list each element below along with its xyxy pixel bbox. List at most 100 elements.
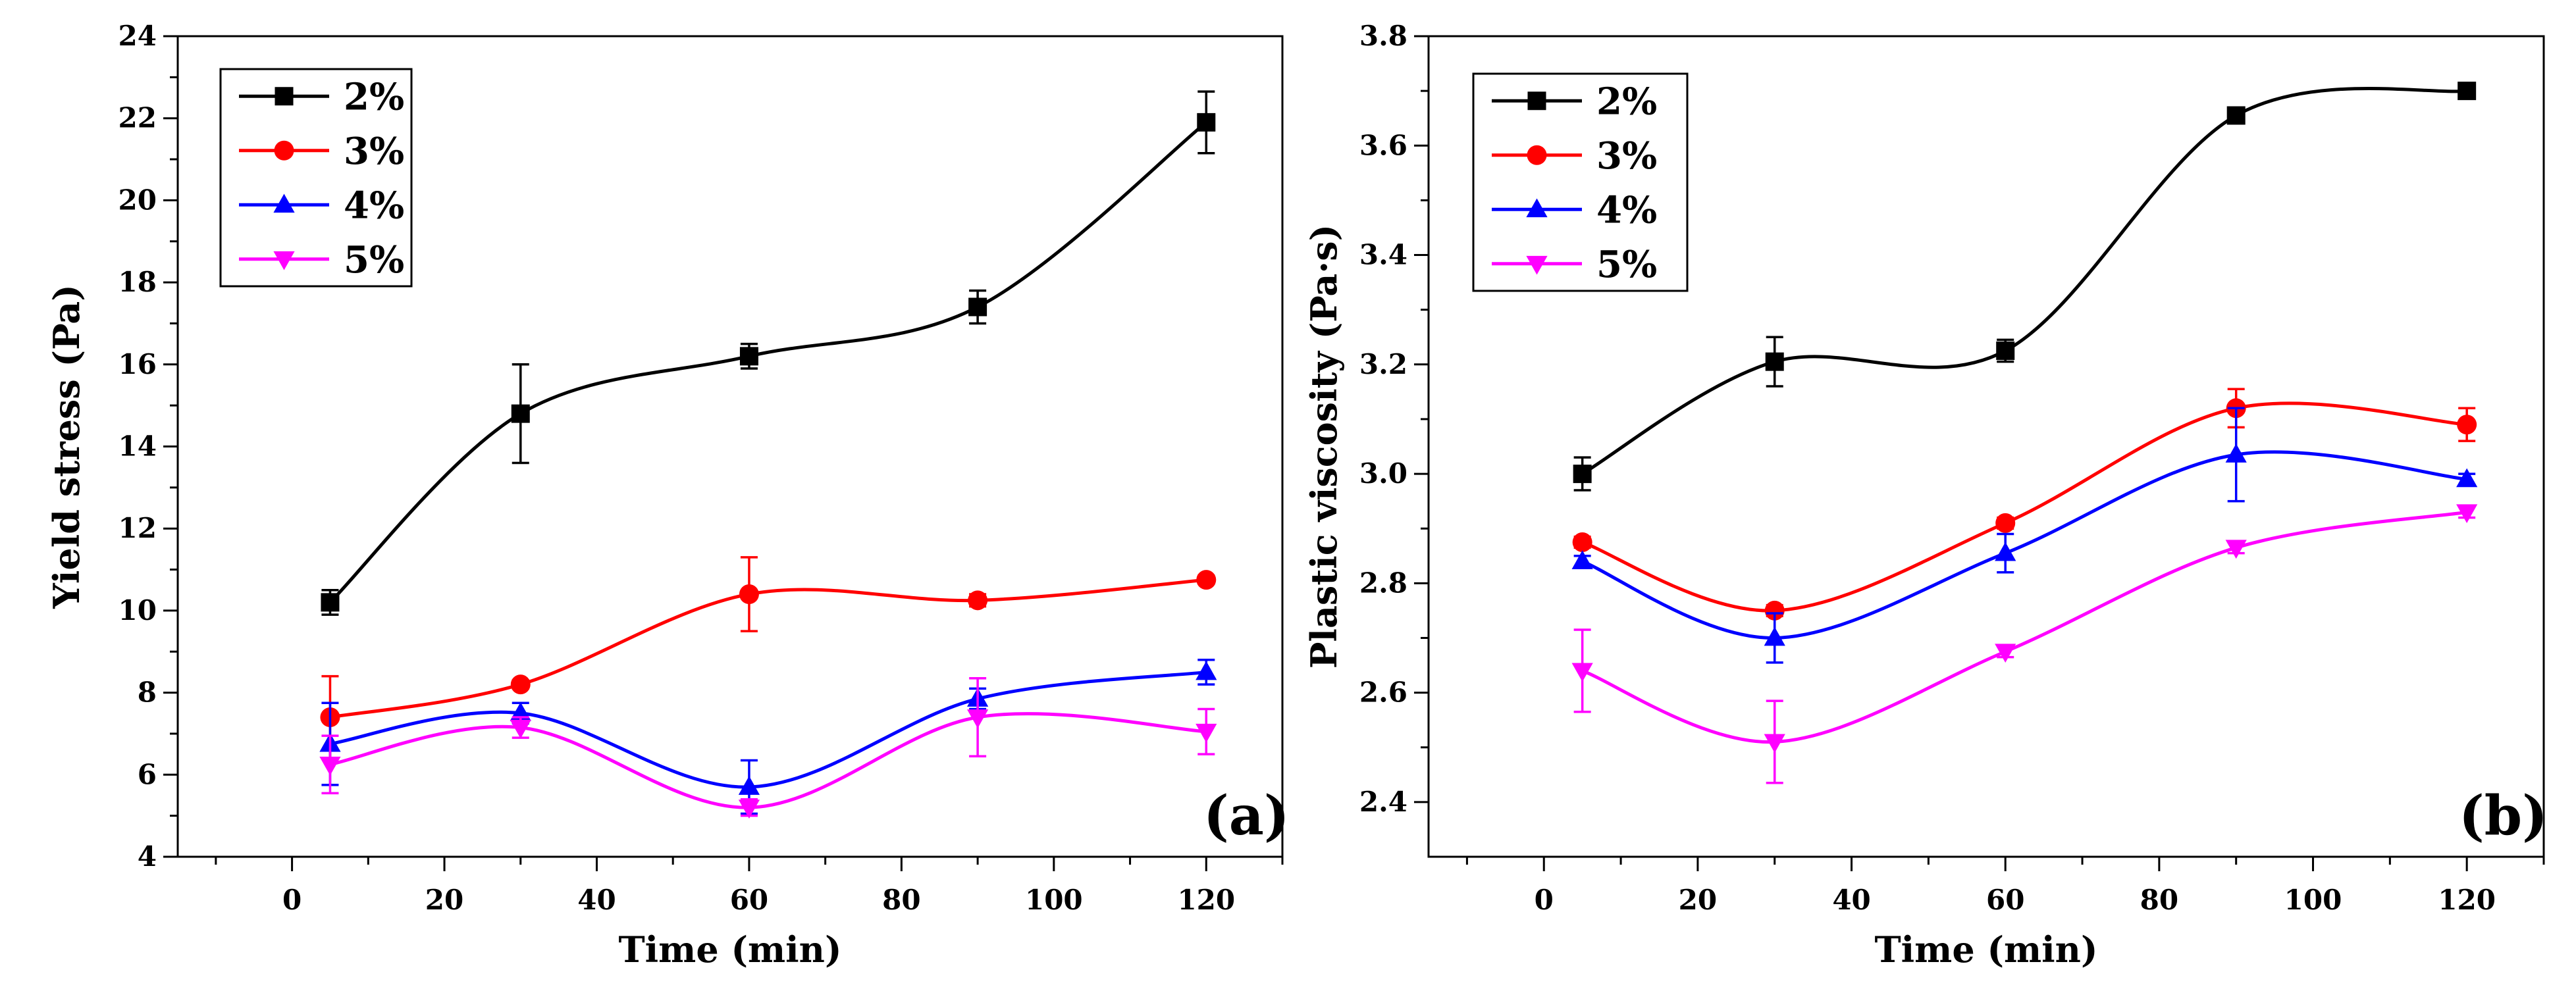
legend-marker xyxy=(1526,255,1548,275)
legend-label: 4% xyxy=(344,184,404,227)
legend: 2% 3% 4% 5% xyxy=(1472,72,1689,292)
data-point xyxy=(510,719,531,739)
x-tick-label: 80 xyxy=(2140,884,2178,916)
y-tick-label: 18 xyxy=(118,266,157,298)
y-tick-label: 12 xyxy=(118,512,157,544)
x-tick-label: 40 xyxy=(1832,884,1870,916)
legend-label: 3% xyxy=(344,130,404,173)
data-point xyxy=(968,297,987,317)
series-5% xyxy=(1571,504,2478,784)
data-point xyxy=(738,800,760,819)
data-point xyxy=(1996,342,2015,361)
y-tick-label: 14 xyxy=(118,430,157,463)
data-point xyxy=(1571,663,1593,682)
legend-label: 3% xyxy=(1596,134,1657,178)
y-tick-label: 10 xyxy=(118,594,157,626)
data-point xyxy=(2457,415,2477,435)
legend-marker xyxy=(1527,91,1546,111)
legend-box xyxy=(219,68,413,288)
data-point xyxy=(2456,504,2478,524)
x-tick-label: 100 xyxy=(1025,884,1083,916)
y-tick-label: 3.6 xyxy=(1359,129,1407,161)
x-axis-title: Time (min) xyxy=(618,928,841,971)
data-point xyxy=(321,593,340,612)
data-point xyxy=(1995,513,2016,533)
y-tick-label: 20 xyxy=(118,184,157,216)
legend-label: 5% xyxy=(1596,243,1657,286)
x-tick-label: 100 xyxy=(2284,884,2342,916)
x-tick-label: 80 xyxy=(882,884,920,916)
y-tick-label: 2.6 xyxy=(1359,676,1407,709)
legend: 2% 3% 4% 5% xyxy=(219,68,413,288)
data-point xyxy=(1197,113,1216,132)
series-3% xyxy=(320,556,1217,760)
data-point xyxy=(738,776,760,795)
y-tick-label: 3.0 xyxy=(1359,457,1407,490)
chart-panel-b: 0 20 40 60 80 100 120 2.4 2.6 2.8 3.0 3.2 3.4 3.6 3.8 T… xyxy=(1303,20,2548,971)
data-point xyxy=(739,584,759,604)
x-tick-label: 0 xyxy=(1535,884,1554,916)
x-tick-label: 60 xyxy=(730,884,768,916)
x-tick-label: 20 xyxy=(1679,884,1717,916)
chart-panel-a: 0 20 40 60 80 100 120 4 6 8 10 12 14 16 18 20 22 24 Time (… xyxy=(45,20,1290,971)
legend-box xyxy=(1472,72,1689,292)
data-point xyxy=(968,590,988,611)
legend-label: 2% xyxy=(1596,80,1657,123)
y-tick-label: 6 xyxy=(138,758,157,790)
data-point xyxy=(1765,352,1784,371)
legend-label: 5% xyxy=(344,238,404,282)
x-tick-label: 40 xyxy=(577,884,616,916)
y-tick-label: 3.8 xyxy=(1359,20,1407,52)
data-point xyxy=(511,404,530,423)
x-tick-label: 120 xyxy=(2438,884,2496,916)
legend-label: 4% xyxy=(1596,188,1657,232)
legend-marker xyxy=(275,87,294,106)
series-line xyxy=(1581,86,2467,476)
y-axis-title: Plastic viscosity (Pa·s) xyxy=(1303,224,1345,669)
legend-marker xyxy=(273,251,295,270)
y-tick-label: 4 xyxy=(138,840,157,873)
series-4% xyxy=(1571,407,2478,664)
data-point xyxy=(2456,468,2478,488)
y-tick-label: 3.2 xyxy=(1359,348,1407,380)
data-point xyxy=(2225,444,2247,463)
data-point xyxy=(2226,106,2246,125)
data-point xyxy=(1571,550,1593,569)
x-tick-label: 0 xyxy=(282,884,302,916)
legend-marker xyxy=(1526,198,1548,218)
data-point xyxy=(319,756,341,776)
y-tick-label: 8 xyxy=(138,676,157,709)
x-tick-label: 60 xyxy=(1986,884,2024,916)
data-point xyxy=(1196,661,1217,680)
y-tick-label: 2.4 xyxy=(1359,786,1407,818)
data-point xyxy=(1764,626,1785,646)
x-tick-label: 120 xyxy=(1177,884,1235,916)
x-axis-title: Time (min) xyxy=(1874,928,2097,971)
y-tick-label: 24 xyxy=(118,20,157,52)
y-tick-label: 22 xyxy=(118,102,157,134)
legend-marker xyxy=(273,193,295,213)
series-3% xyxy=(1572,388,2477,621)
data-point xyxy=(1995,542,2016,561)
data-point xyxy=(1764,600,1785,621)
data-point xyxy=(1572,532,1592,552)
data-point xyxy=(1196,570,1217,590)
legend-label: 2% xyxy=(344,75,404,118)
data-point xyxy=(1764,734,1785,753)
data-point xyxy=(2225,540,2247,559)
series-2% xyxy=(1573,82,2477,492)
y-axis-title: Yield stress (Pa) xyxy=(45,284,88,609)
data-point xyxy=(967,709,989,728)
y-tick-label: 2.8 xyxy=(1359,567,1407,599)
y-tick-label: 16 xyxy=(118,348,157,380)
x-tick-label: 20 xyxy=(425,884,463,916)
series-5% xyxy=(319,677,1217,819)
series-2% xyxy=(321,90,1216,616)
data-point xyxy=(2458,82,2477,101)
plot-frame xyxy=(1427,35,2545,858)
data-point xyxy=(1995,644,2016,663)
data-point xyxy=(1573,465,1592,484)
data-point xyxy=(1196,723,1217,743)
